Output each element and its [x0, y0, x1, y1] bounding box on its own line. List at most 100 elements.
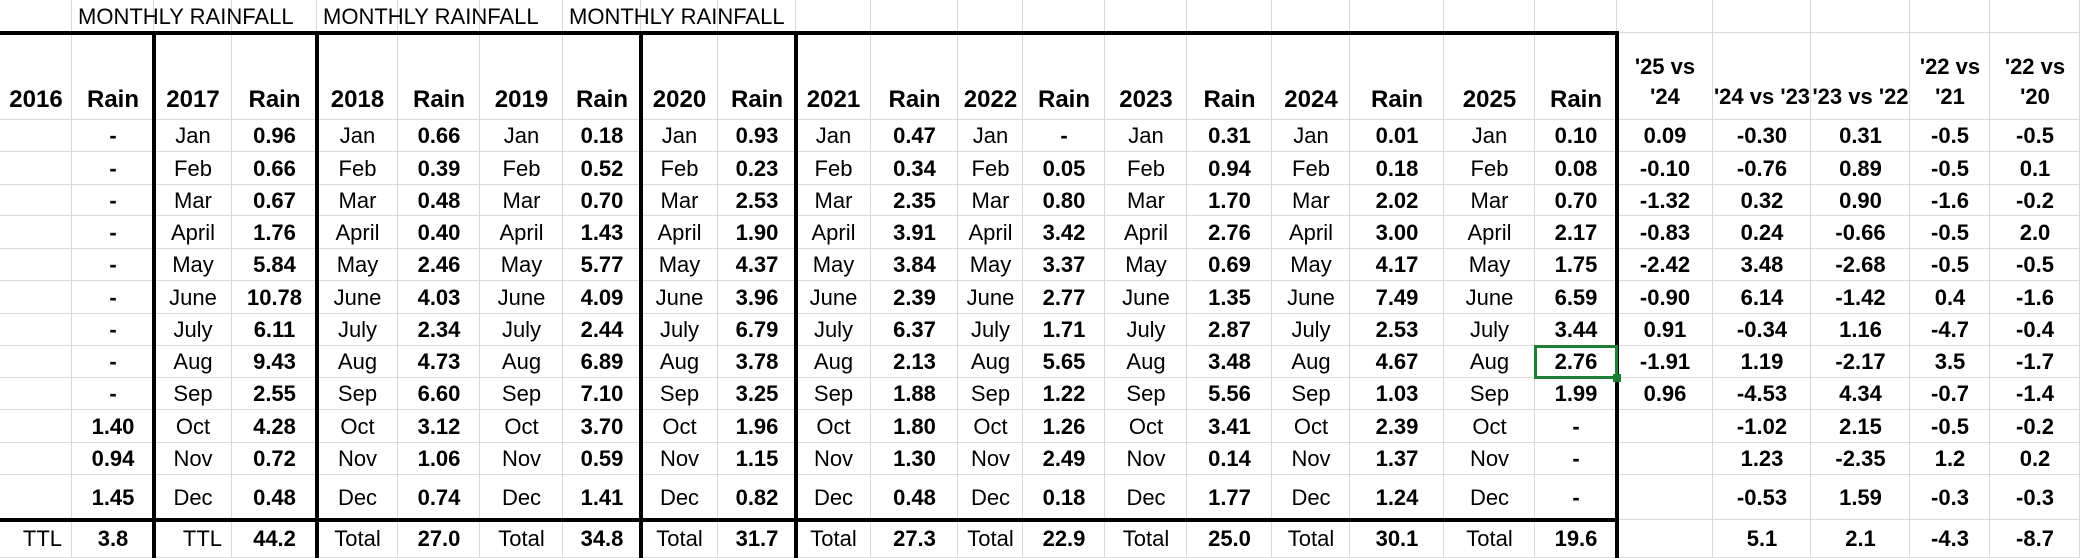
month-label[interactable]: Sep — [501, 381, 542, 406]
month-label[interactable]: May — [1125, 252, 1167, 277]
rain-value[interactable]: 5.84 — [253, 252, 296, 277]
rain-value[interactable]: 5.77 — [580, 252, 624, 277]
month-label[interactable]: April — [1123, 219, 1168, 245]
year-header-2017[interactable]: 2017 — [166, 86, 220, 113]
month-label[interactable]: April — [499, 219, 544, 245]
month-label[interactable]: Aug — [970, 349, 1011, 374]
rain-value[interactable]: 6.60 — [417, 381, 461, 406]
year-header-2025[interactable]: 2025 — [1462, 86, 1517, 113]
month-label[interactable]: April — [1288, 219, 1333, 245]
month-label[interactable]: June — [497, 284, 546, 310]
month-label[interactable]: Aug — [337, 349, 378, 374]
rain-value[interactable]: 2.53 — [1375, 317, 1419, 342]
month-label[interactable]: Dec — [1291, 484, 1331, 510]
comparison-value[interactable]: -2.17 — [1835, 349, 1886, 374]
comparison-value[interactable]: -0.3 — [2016, 484, 2054, 510]
comparison-value[interactable]: -4.7 — [1931, 317, 1969, 342]
rain-value[interactable]: 0.23 — [735, 155, 779, 181]
comparison-value[interactable]: -0.53 — [1736, 484, 1788, 510]
total-label[interactable]: TTL — [182, 526, 222, 551]
year-header-2020[interactable]: 2020 — [652, 86, 707, 113]
comparison-header[interactable]: '24 vs '23 — [1713, 84, 1811, 109]
rain-value[interactable]: 3.12 — [417, 413, 461, 439]
rain-header[interactable]: Rain — [1549, 86, 1602, 113]
comparison-value[interactable]: -0.5 — [2016, 252, 2054, 277]
comparison-value[interactable]: -1.32 — [1639, 187, 1691, 213]
comparison-value[interactable]: -1.42 — [1835, 284, 1886, 310]
rain-value[interactable]: 6.11 — [253, 317, 296, 342]
rain-value[interactable]: 4.09 — [580, 284, 624, 310]
comparison-value[interactable] — [1617, 410, 1713, 443]
month-label[interactable]: June — [809, 284, 858, 310]
rain-value[interactable]: 0.82 — [735, 484, 779, 510]
month-label[interactable]: Aug — [659, 349, 700, 374]
rain-value[interactable]: 0.96 — [253, 123, 296, 148]
month-label[interactable]: Oct — [340, 413, 375, 439]
comparison-value[interactable]: -0.83 — [1639, 219, 1691, 245]
comparison-value[interactable]: -0.2 — [2016, 187, 2054, 213]
rain-value[interactable]: - — [109, 219, 117, 245]
rain-value[interactable]: 10.78 — [246, 284, 303, 310]
month-label[interactable]: Mar — [660, 187, 699, 213]
month-label[interactable]: May — [172, 252, 214, 277]
month-label[interactable]: Nov — [173, 446, 213, 471]
month-label[interactable]: Jan — [503, 123, 540, 148]
rain-value[interactable]: 1.75 — [1554, 252, 1598, 277]
total-value[interactable]: 22.9 — [1042, 526, 1086, 551]
rain-value[interactable]: 2.77 — [1042, 284, 1086, 310]
month-label[interactable]: June — [1287, 284, 1335, 310]
comparison-header[interactable]: '22 vs '21 — [1919, 54, 1981, 109]
rain-value[interactable]: 4.67 — [1375, 349, 1419, 374]
month-label[interactable]: July — [173, 317, 213, 342]
rain-value[interactable]: 1.90 — [735, 219, 779, 245]
year-header-2024[interactable]: 2024 — [1284, 86, 1338, 113]
rain-value[interactable]: 0.40 — [417, 219, 461, 245]
comparison-value[interactable]: 0.32 — [1740, 187, 1784, 213]
rain-value[interactable]: 0.48 — [893, 484, 936, 510]
comparison-value[interactable]: 3.5 — [1934, 349, 1966, 374]
month-label[interactable]: Nov — [659, 446, 700, 471]
rain-value[interactable]: 1.15 — [735, 446, 779, 471]
comparison-value[interactable] — [1617, 443, 1713, 475]
month-label[interactable]: Feb — [338, 155, 377, 181]
total-label[interactable]: Total — [498, 526, 545, 551]
rain-value[interactable]: 2.44 — [580, 317, 624, 342]
month-label[interactable]: Oct — [973, 413, 1008, 439]
month-label[interactable]: Oct — [662, 413, 697, 439]
rain-value[interactable]: 0.66 — [253, 155, 296, 181]
rain-value[interactable]: 1.43 — [580, 219, 624, 245]
rain-value[interactable]: 0.69 — [1208, 252, 1251, 277]
month-label[interactable]: Nov — [970, 446, 1011, 471]
rain-value[interactable]: 3.37 — [1042, 252, 1086, 277]
comparison-value[interactable]: -1.02 — [1736, 413, 1788, 439]
month-label[interactable]: Sep — [1291, 381, 1331, 406]
month-label[interactable]: July — [659, 317, 700, 342]
month-label[interactable]: July — [1469, 317, 1510, 342]
comparison-value[interactable]: -0.7 — [1931, 381, 1969, 406]
month-label[interactable]: July — [970, 317, 1011, 342]
month-label[interactable]: Feb — [660, 155, 699, 181]
month-label[interactable]: Mar — [1470, 187, 1509, 213]
comparison-value[interactable]: -0.2 — [2016, 413, 2054, 439]
comparison-value[interactable]: 1.16 — [1839, 317, 1882, 342]
rain-value[interactable]: 2.46 — [417, 252, 461, 277]
rain-value[interactable]: 1.76 — [253, 219, 296, 245]
comparison-value[interactable]: 0.2 — [2019, 446, 2051, 471]
rain-value[interactable]: 2.76 — [1208, 219, 1251, 245]
rain-value[interactable]: 0.70 — [580, 187, 624, 213]
rain-value[interactable]: 3.70 — [580, 413, 624, 439]
month-label[interactable]: Dec — [173, 484, 213, 510]
comparison-value[interactable]: 6.14 — [1740, 284, 1784, 310]
month-label[interactable]: Feb — [502, 155, 541, 181]
month-label[interactable]: Feb — [1292, 155, 1330, 181]
month-label[interactable]: Oct — [175, 413, 211, 439]
comparison-value[interactable]: -0.34 — [1736, 317, 1788, 342]
rain-value[interactable]: 0.70 — [1554, 187, 1598, 213]
month-label[interactable]: Aug — [501, 349, 542, 374]
rain-header[interactable]: Rain — [575, 86, 628, 113]
month-label[interactable]: April — [1467, 219, 1512, 245]
rain-value[interactable]: 0.39 — [417, 155, 461, 181]
rain-value[interactable]: 3.42 — [1042, 219, 1086, 245]
total-value[interactable]: 31.7 — [735, 526, 779, 551]
month-label[interactable]: July — [501, 317, 542, 342]
